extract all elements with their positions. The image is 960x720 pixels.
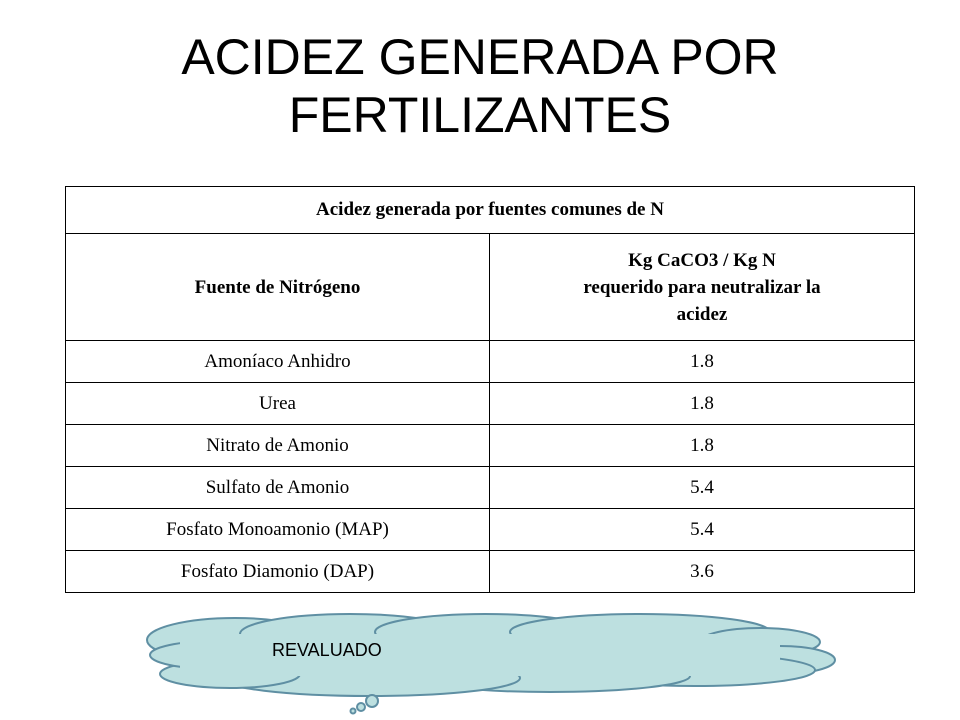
- table-row: Sulfato de Amonio 5.4: [65, 466, 915, 509]
- cloud-fill: [180, 634, 780, 676]
- cloud-tail-bubble: [349, 707, 357, 715]
- row-source: Amoníaco Anhidro: [65, 340, 490, 383]
- slide-title: ACIDEZ GENERADA POR FERTILIZANTES: [0, 28, 960, 144]
- cloud-tail-bubble: [356, 702, 366, 712]
- row-source: Sulfato de Amonio: [65, 466, 490, 509]
- slide-title-line-1: ACIDEZ GENERADA POR: [181, 29, 779, 85]
- row-value: 3.6: [489, 550, 915, 593]
- row-value: 5.4: [489, 466, 915, 509]
- header-caco3-line-3: acidez: [676, 303, 728, 325]
- row-value: 1.8: [489, 340, 915, 383]
- row-value: 1.8: [489, 382, 915, 425]
- header-caco3-line-1: Kg CaCO3 / Kg N: [628, 249, 776, 271]
- table-row: Fosfato Monoamonio (MAP) 5.4: [65, 508, 915, 551]
- row-source: Fosfato Diamonio (DAP): [65, 550, 490, 593]
- slide-title-line-2: FERTILIZANTES: [288, 87, 672, 143]
- acidity-table: Acidez generada por fuentes comunes de N…: [65, 186, 915, 593]
- cloud-tail-bubble: [365, 694, 379, 708]
- row-source: Fosfato Monoamonio (MAP): [65, 508, 490, 551]
- row-source: Urea: [65, 382, 490, 425]
- row-value: 5.4: [489, 508, 915, 551]
- header-caco3-line-2: requerido para neutralizar la: [583, 276, 821, 298]
- table-row: Fosfato Diamonio (DAP) 3.6: [65, 550, 915, 593]
- header-caco3-required: Kg CaCO3 / Kg N requerido para neutraliz…: [489, 233, 915, 341]
- row-source: Nitrato de Amonio: [65, 424, 490, 467]
- table-row: Urea 1.8: [65, 382, 915, 425]
- header-nitrogen-source: Fuente de Nitrógeno: [65, 233, 490, 341]
- row-value: 1.8: [489, 424, 915, 467]
- table-row: Nitrato de Amonio 1.8: [65, 424, 915, 467]
- table-caption-row: Acidez generada por fuentes comunes de N: [65, 186, 915, 234]
- table-caption: Acidez generada por fuentes comunes de N: [65, 186, 915, 234]
- table-row: Amoníaco Anhidro 1.8: [65, 340, 915, 383]
- callout-revaluado-text: REVALUADO: [272, 640, 382, 660]
- thought-cloud-callout: [146, 613, 836, 715]
- table-header-row: Fuente de Nitrógeno Kg CaCO3 / Kg N requ…: [65, 233, 915, 341]
